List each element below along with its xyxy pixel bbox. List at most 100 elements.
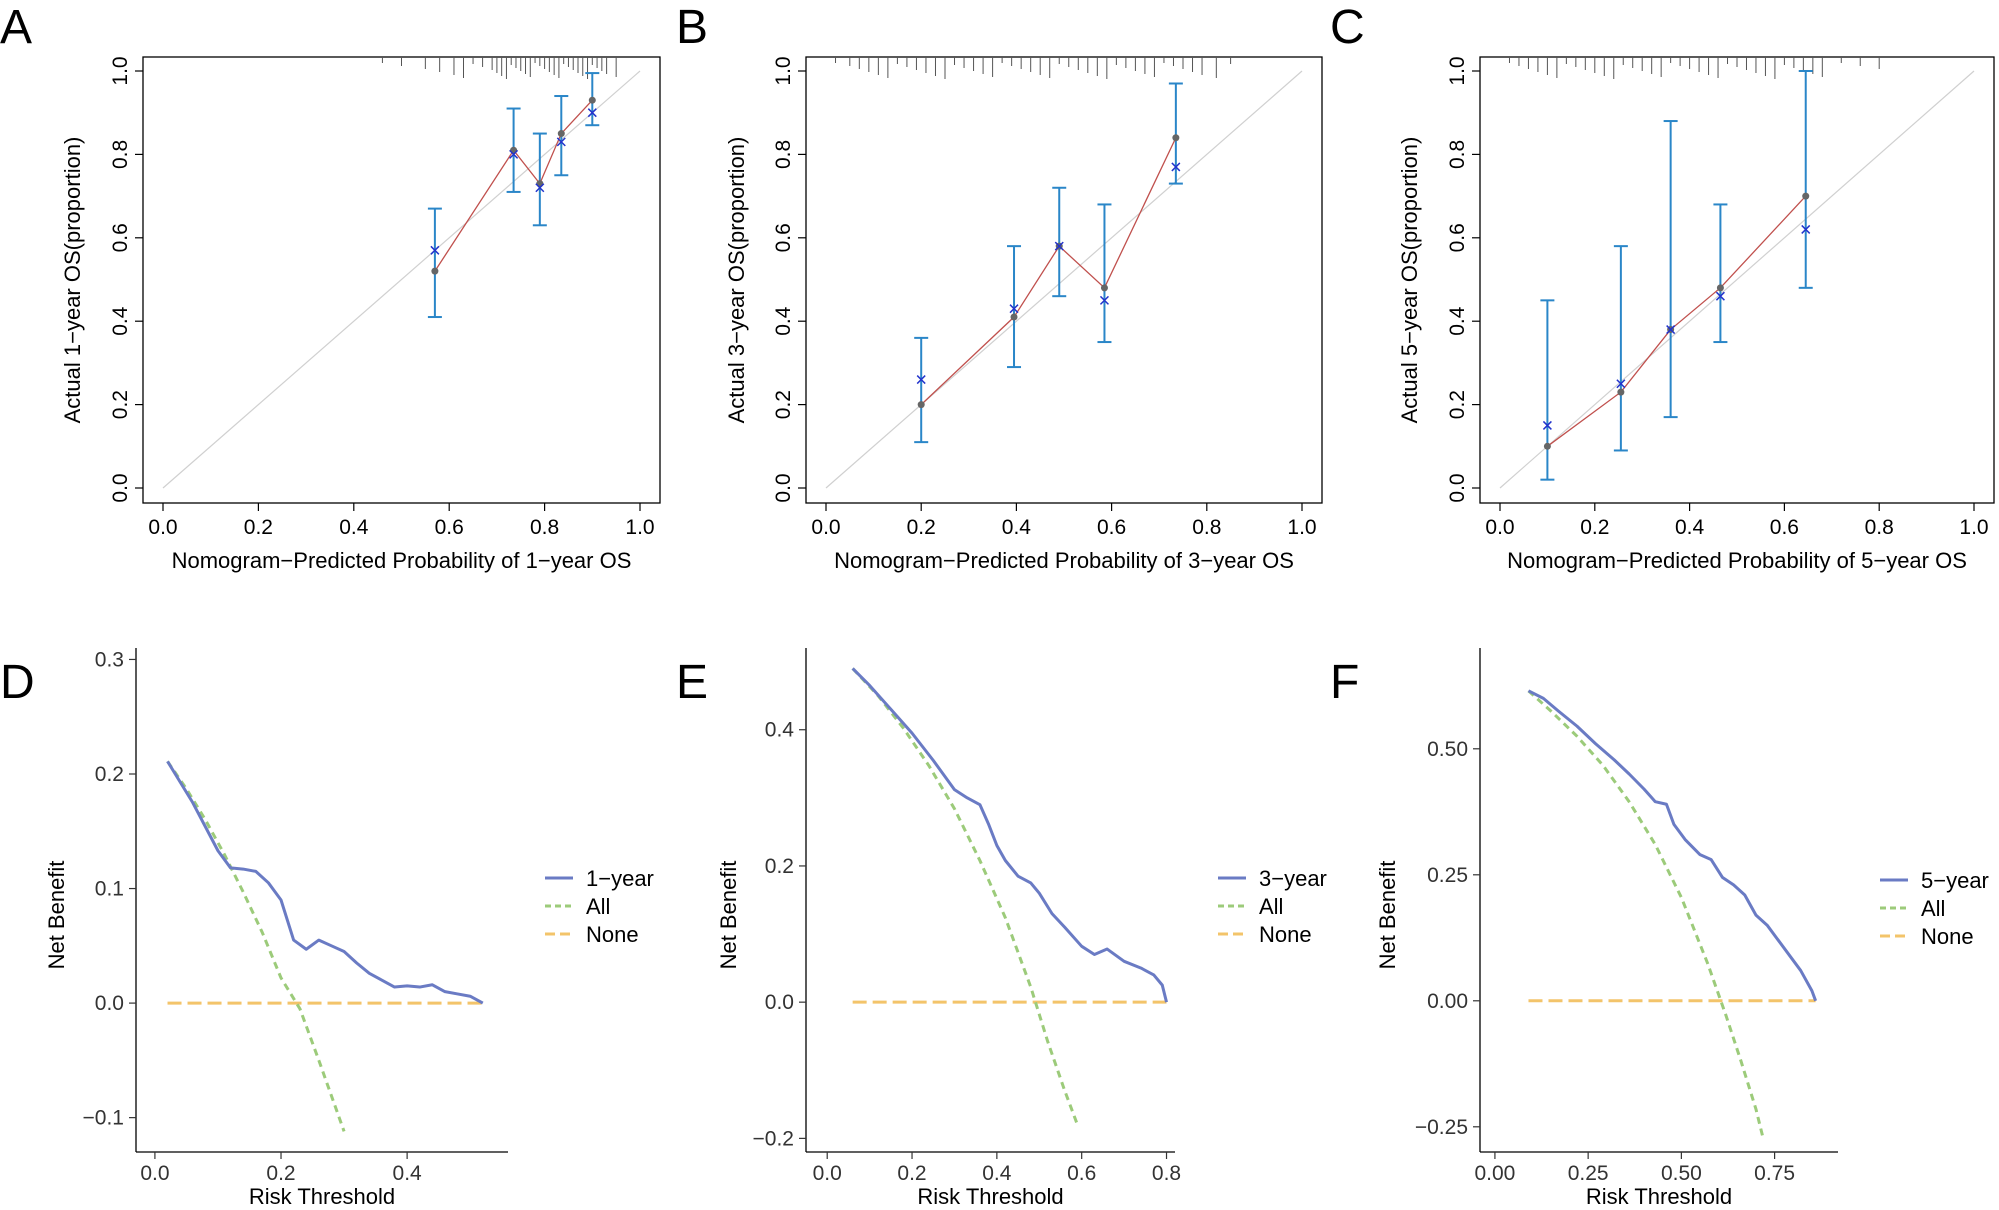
y-tick-label: 0.4 <box>765 719 795 742</box>
corrected-point <box>556 137 566 147</box>
corrected-point <box>916 375 926 385</box>
panel-c: C 0.0 0.2 0.4 0.6 0.8 1.0 0.0 0.2 0.4 0.6 0.8 1.0 Nom… <box>1330 1 1995 573</box>
x-tick-label: 0.4 <box>393 1162 423 1185</box>
corrected-point <box>1801 224 1811 234</box>
y-axis-title: Net Benefit <box>1375 861 1400 970</box>
y-tick-label: 0.0 <box>772 473 795 502</box>
legend-label: None <box>1921 924 1974 949</box>
corrected-point <box>430 245 440 255</box>
corrected-point <box>535 183 545 193</box>
corrected-point <box>1009 304 1019 314</box>
x-tick-label: 0.8 <box>1865 516 1894 539</box>
y-tick-label: 0.0 <box>765 991 794 1014</box>
panel-letter-c: C <box>1330 1 1365 54</box>
panel-letter-e: E <box>676 656 708 709</box>
x-tick-label: 1.0 <box>1287 516 1316 539</box>
all-curve <box>166 760 346 1132</box>
legend-label: All <box>1921 896 1945 921</box>
observed-point <box>1802 192 1810 200</box>
panel-letter-b: B <box>676 1 708 54</box>
x-axis-title: Nomogram−Predicted Probability of 1−year… <box>172 548 632 573</box>
legend-label: 1−year <box>586 866 654 891</box>
x-tick-label: 0.2 <box>244 516 273 539</box>
ideal-line <box>162 70 641 489</box>
y-tick-label: 0.4 <box>772 306 795 336</box>
legend-label: 5−year <box>1921 868 1989 893</box>
x-tick-label: 0.6 <box>1067 1162 1096 1185</box>
y-tick-label: 1.0 <box>772 56 795 85</box>
y-tick-label: 0.3 <box>95 648 124 671</box>
corrected-point <box>587 108 597 118</box>
corrected-point <box>1099 295 1109 305</box>
observed-point <box>1100 284 1108 292</box>
observed-point <box>917 401 925 409</box>
panel-letter-a: A <box>0 1 32 54</box>
y-tick-label: −0.2 <box>753 1127 794 1150</box>
panel-letter-f: F <box>1330 656 1359 709</box>
y-axis-title: Actual 3−year OS(proportion) <box>724 137 749 424</box>
y-tick-label: 0.2 <box>772 390 795 419</box>
y-tick-label: 0.6 <box>772 223 795 252</box>
y-tick-label: 0.8 <box>1446 140 1469 169</box>
corrected-point <box>509 149 519 159</box>
model-curve <box>166 760 484 1005</box>
observed-point <box>431 267 439 275</box>
x-axis-title: Risk Threshold <box>249 1184 395 1209</box>
x-tick-label: 0.8 <box>1152 1162 1181 1185</box>
x-tick-label: 0.0 <box>140 1162 169 1185</box>
observed-point <box>557 130 565 138</box>
y-tick-label: 0.00 <box>1427 990 1468 1013</box>
ideal-line <box>1499 70 1975 489</box>
x-tick-label: 0.25 <box>1568 1162 1609 1185</box>
y-tick-label: 0.4 <box>109 306 132 336</box>
y-tick-label: 1.0 <box>1446 56 1469 85</box>
x-tick-label: 0.2 <box>907 516 936 539</box>
observed-line <box>1547 195 1807 447</box>
legend-label: None <box>1259 922 1312 947</box>
observed-point <box>588 96 596 104</box>
y-tick-label: 0.2 <box>109 390 132 419</box>
x-tick-label: 0.2 <box>897 1162 926 1185</box>
y-tick-label: 0.0 <box>109 473 132 502</box>
observed-point <box>1010 313 1018 321</box>
legend-label: All <box>1259 894 1283 919</box>
all-curve <box>851 667 1079 1126</box>
panel-b: B 0.0 0.2 0.4 0.6 0.8 1.0 0.0 0.2 0.4 0.6 0.8 1.0 Nom… <box>676 1 1323 573</box>
plot-frame <box>805 56 1323 504</box>
x-tick-label: 0.4 <box>1675 516 1705 539</box>
y-tick-label: 0.2 <box>765 855 794 878</box>
panel-a: A 0.0 0.2 0.4 0.6 0.8 1.0 0.0 0.2 0.4 0.6 0.8 1.0 Nom… <box>0 1 661 573</box>
corrected-point <box>1715 291 1725 301</box>
observed-point <box>1617 388 1625 396</box>
x-tick-label: 0.8 <box>530 516 559 539</box>
all-curve <box>1527 689 1765 1140</box>
panel-letter-d: D <box>0 656 35 709</box>
x-tick-label: 0.6 <box>1770 516 1799 539</box>
x-tick-label: 0.8 <box>1192 516 1221 539</box>
x-tick-label: 0.0 <box>813 1162 842 1185</box>
legend-label: All <box>586 894 610 919</box>
legend-label: None <box>586 922 639 947</box>
x-tick-label: 0.4 <box>982 1162 1012 1185</box>
y-tick-label: 0.1 <box>95 878 124 901</box>
y-tick-label: 0.25 <box>1427 864 1468 887</box>
y-tick-label: 0.8 <box>109 140 132 169</box>
y-tick-label: 0.50 <box>1427 738 1468 761</box>
x-axis-title: Risk Threshold <box>917 1184 1063 1209</box>
x-tick-label: 0.50 <box>1661 1162 1702 1185</box>
observed-point <box>1543 442 1551 450</box>
x-axis-title: Risk Threshold <box>1586 1184 1732 1209</box>
y-axis-title: Actual 5−year OS(proportion) <box>1397 137 1422 424</box>
y-tick-label: 0.2 <box>1446 390 1469 419</box>
x-tick-label: 0.0 <box>1485 516 1514 539</box>
corrected-point <box>1054 241 1064 251</box>
x-tick-label: 0.00 <box>1474 1162 1515 1185</box>
panel-d: D 0.0 0.2 0.4 −0.1 0.0 0.1 0.2 0.3 Risk Threshold… <box>0 648 654 1209</box>
y-tick-label: 0.8 <box>772 140 795 169</box>
y-tick-label: 0.4 <box>1446 306 1469 336</box>
x-tick-label: 0.0 <box>148 516 177 539</box>
x-tick-label: 1.0 <box>1959 516 1988 539</box>
